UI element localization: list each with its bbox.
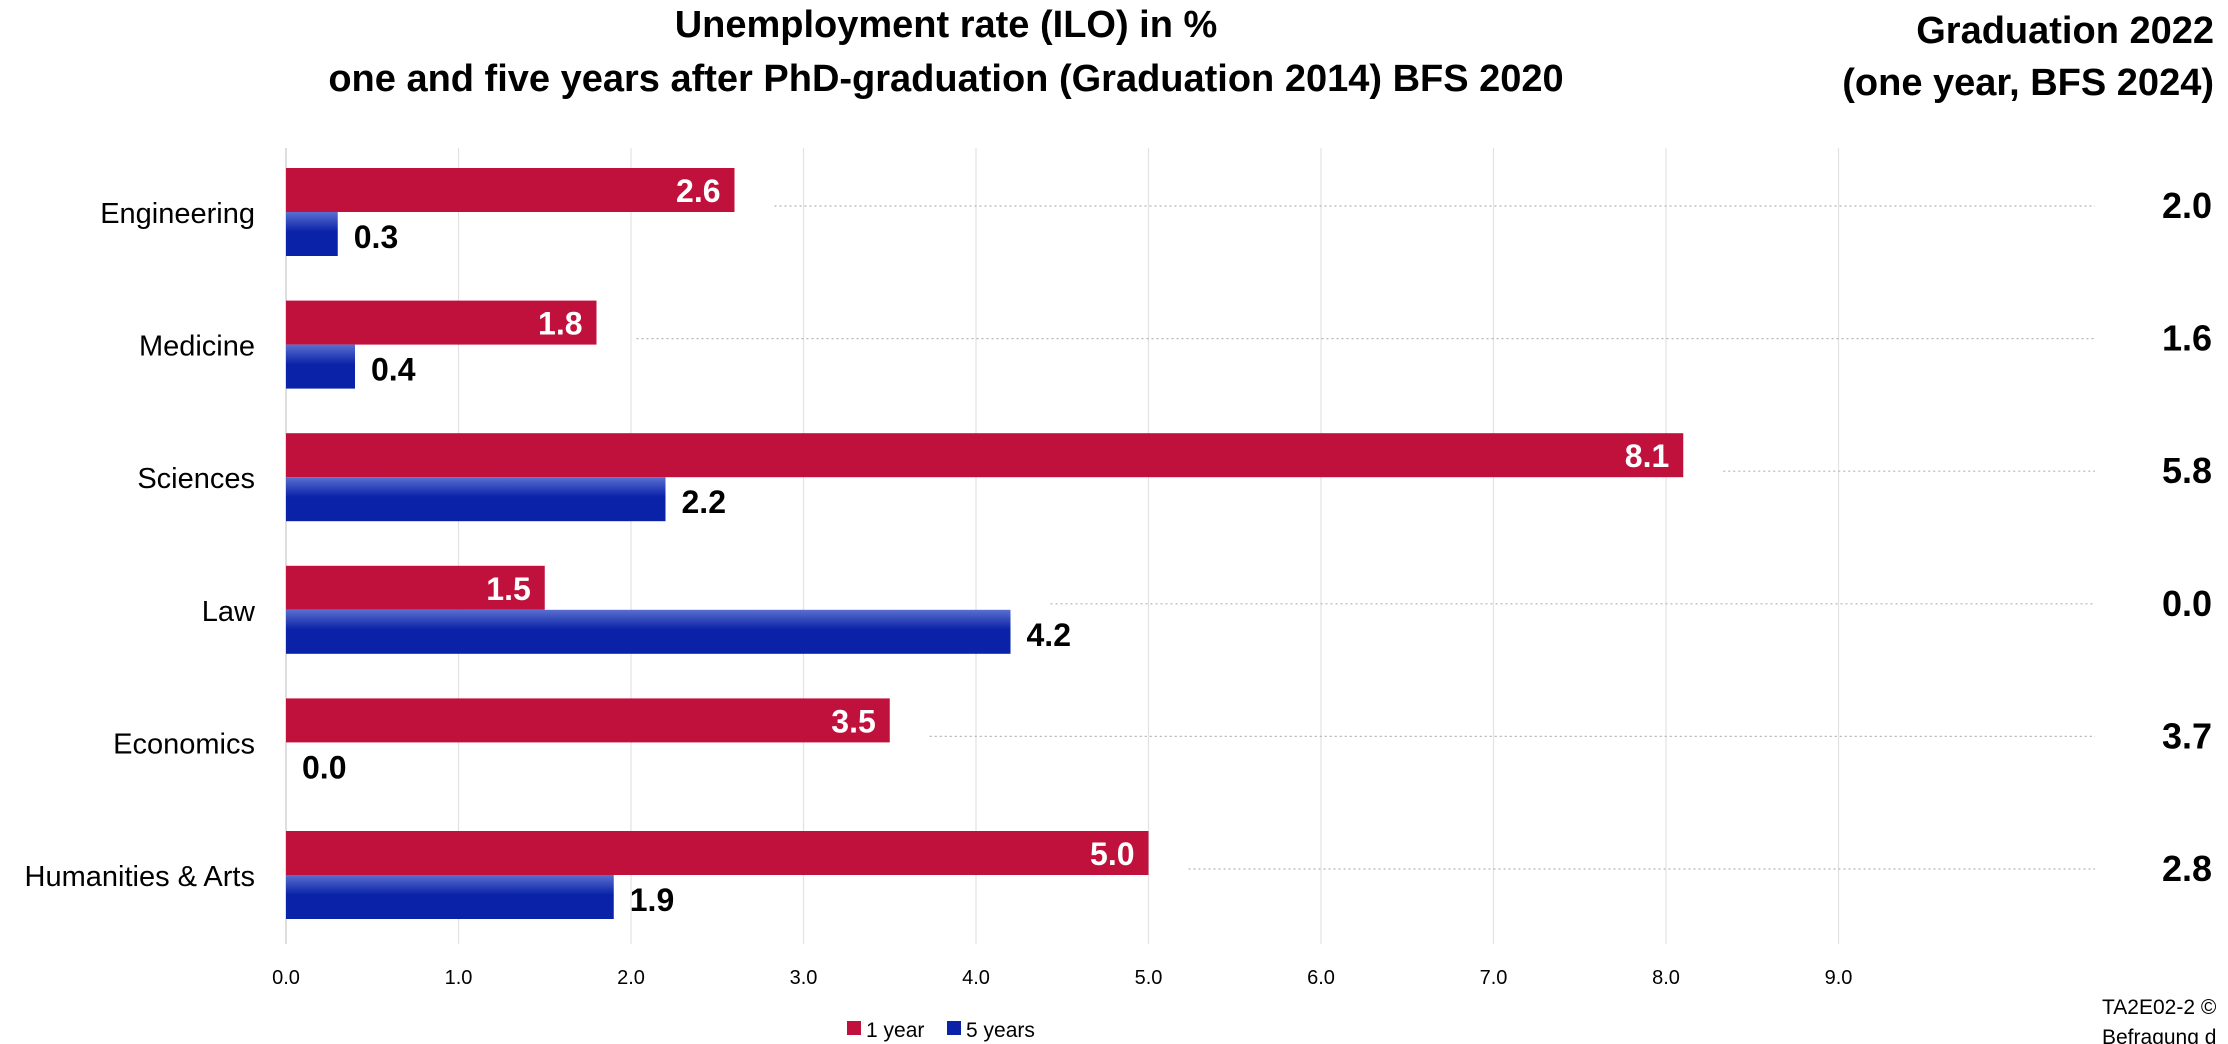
data-label-1-year: 8.1 [1625,438,1669,474]
side-value: 3.7 [2162,715,2212,756]
x-tick-label: 1.0 [445,967,473,989]
legend: 1 year 5 years [847,1019,1035,1042]
data-label-1-year: 2.6 [676,173,720,209]
side-value: 0.0 [2162,583,2212,624]
legend-label-5-years: 5 years [966,1019,1035,1042]
row-guides [636,205,2095,870]
category-label: Engineering [100,198,255,230]
category-labels: Engineering Medicine Sciences Law Economics H… [25,198,257,893]
chart-title-line2: one and five years after PhD-graduation … [328,58,1563,100]
legend-swatch-1-year [847,1021,861,1035]
data-label-5-years: 0.0 [302,749,346,785]
gridlines [285,148,1840,944]
x-tick-label: 4.0 [962,967,990,989]
side-values: 2.0 1.6 5.8 0.0 3.7 2.8 [2162,185,2212,889]
bar-5-years [286,477,666,522]
bar-1-year [286,168,735,212]
legend-swatch-5-years [947,1021,961,1035]
bar-5-years [286,875,614,919]
legend-label-1-year: 1 year [866,1019,924,1042]
category-label: Law [202,596,256,628]
category-label: Sciences [137,463,255,495]
data-label-5-years: 0.4 [371,352,416,388]
bar-1-year [286,300,597,345]
data-label-5-years: 2.2 [682,484,726,520]
x-tick-label: 0.0 [272,967,300,989]
bar-1-year [286,698,890,743]
x-tick-label: 9.0 [1825,967,1853,989]
data-label-5-years: 4.2 [1027,617,1071,653]
side-value: 2.0 [2162,185,2212,226]
data-label-1-year: 1.5 [486,571,530,607]
bars [286,168,1684,919]
data-label-5-years: 1.9 [630,882,674,918]
category-label: Humanities & Arts [25,861,255,893]
data-label-5-years: 0.3 [354,219,398,255]
x-tick-label: 8.0 [1652,967,1680,989]
side-value: 1.6 [2162,318,2212,359]
data-label-1-year: 1.8 [538,306,582,342]
side-column-title-line1: Graduation 2022 [1916,10,2214,52]
bar-1-year [286,831,1149,875]
chart-title-line1: Unemployment rate (ILO) in % [675,4,1218,46]
category-label: Economics [113,728,255,760]
data-label-1-year: 5.0 [1090,836,1134,872]
bar-5-years [286,609,1011,654]
footnote-line2: Befragung d [2102,1026,2216,1044]
bar-1-year [286,433,1684,478]
x-tick-labels: 0.0 1.0 2.0 3.0 4.0 5.0 6.0 7.0 8.0 9.0 [272,967,1852,989]
x-tick-label: 2.0 [617,967,645,989]
data-label-1-year: 3.5 [831,703,875,739]
data-labels: 2.6 0.3 1.8 0.4 8.1 2.2 1.5 4.2 3.5 0.0 5.0 1.9 [302,173,1669,918]
footnote-line1: TA2E02-2 © [2102,996,2217,1019]
side-column-title-line2: (one year, BFS 2024) [1842,62,2214,104]
side-value: 2.8 [2162,848,2212,889]
side-value: 5.8 [2162,450,2212,491]
x-tick-label: 6.0 [1307,967,1335,989]
bar-1-year [286,565,545,610]
x-tick-label: 5.0 [1135,967,1163,989]
category-label: Medicine [139,331,255,363]
bar-5-years [286,344,355,389]
x-tick-label: 3.0 [790,967,818,989]
bar-5-years [286,212,338,256]
x-tick-label: 7.0 [1480,967,1508,989]
